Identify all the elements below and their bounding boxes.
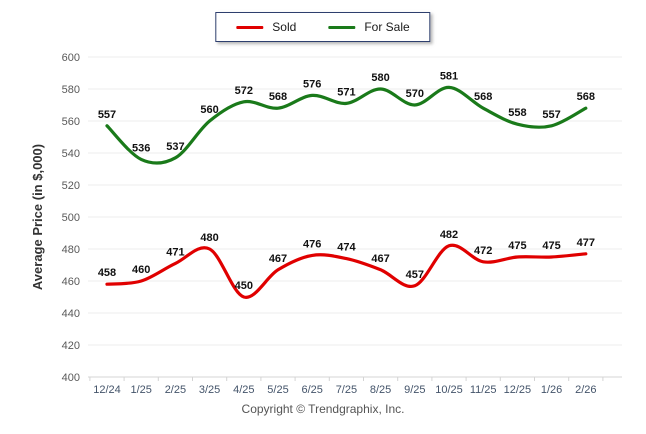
y-tick-label: 540 — [62, 148, 80, 160]
data-label-for-sale: 537 — [166, 141, 184, 153]
series-line-for-sale — [105, 85, 588, 165]
x-tick-label: 12/24 — [93, 384, 121, 396]
x-tick-label: 2/25 — [165, 384, 186, 396]
x-tick-label: 1/25 — [130, 384, 151, 396]
y-tick-label: 440 — [62, 308, 80, 320]
y-tick-label: 400 — [62, 372, 80, 384]
plot-area: 400 420 440 460 480 500 520 540 560 580 600 12/24 1/… — [62, 52, 622, 396]
sold-legend-swatch — [236, 25, 264, 29]
y-tick-label: 520 — [62, 180, 80, 192]
x-tick-label: 8/25 — [370, 384, 391, 396]
data-label-sold: 467 — [371, 253, 389, 265]
x-tick-label: 10/25 — [435, 384, 463, 396]
data-label-for-sale: 571 — [337, 86, 355, 98]
data-label-sold: 477 — [577, 237, 595, 249]
data-label-sold: 472 — [474, 245, 492, 257]
y-tick-label: 460 — [62, 276, 80, 288]
y-tick-label: 420 — [62, 340, 80, 352]
x-tick-label: 1/26 — [541, 384, 562, 396]
data-label-sold: 474 — [337, 242, 356, 254]
data-label-for-sale: 568 — [474, 91, 492, 103]
price-trend-chart: Average Price (in $,000) 400 420 440 460 480… — [30, 52, 622, 396]
data-label-for-sale: 558 — [508, 107, 526, 119]
x-tick-label: 2/26 — [575, 384, 596, 396]
data-label-sold: 475 — [542, 240, 560, 252]
data-label-for-sale: 572 — [235, 85, 253, 97]
data-label-for-sale: 557 — [542, 109, 560, 121]
for-sale-legend-label: For Sale — [364, 20, 410, 34]
data-label-sold: 457 — [406, 269, 424, 281]
y-axis-title: Average Price (in $,000) — [30, 144, 45, 290]
x-tick-label: 5/25 — [267, 384, 288, 396]
x-tick-label: 11/25 — [470, 384, 497, 396]
data-label-sold: 475 — [508, 240, 526, 252]
y-tick-label: 500 — [62, 212, 80, 224]
data-label-sold: 467 — [269, 253, 287, 265]
data-label-sold: 480 — [200, 232, 218, 244]
data-label-sold: 482 — [440, 229, 458, 241]
legend: Sold For Sale — [215, 12, 431, 42]
x-tick-label: 9/25 — [404, 384, 425, 396]
for-sale-legend-swatch — [328, 25, 356, 29]
data-label-for-sale: 570 — [406, 88, 424, 100]
x-tick-label: 7/25 — [336, 384, 357, 396]
data-label-sold: 471 — [166, 246, 184, 258]
y-tick-label: 560 — [62, 116, 80, 128]
x-tick-label: 6/25 — [301, 384, 322, 396]
data-label-sold: 460 — [132, 264, 150, 276]
data-label-for-sale: 576 — [303, 78, 321, 90]
data-label-for-sale: 568 — [269, 91, 287, 103]
data-label-sold: 476 — [303, 238, 321, 250]
data-label-for-sale: 568 — [577, 91, 595, 103]
data-label-for-sale: 560 — [200, 104, 218, 116]
y-tick-label: 480 — [62, 244, 80, 256]
x-tick-label: 12/25 — [504, 384, 532, 396]
copyright: Copyright © Trendgraphix, Inc. — [241, 402, 405, 416]
x-tick-label: 4/25 — [233, 384, 254, 396]
data-label-for-sale: 557 — [98, 109, 116, 121]
data-label-sold: 458 — [98, 267, 116, 279]
x-tick-label: 3/25 — [199, 384, 220, 396]
data-label-for-sale: 580 — [371, 72, 389, 84]
y-tick-label: 580 — [62, 84, 80, 96]
sold-legend-label: Sold — [272, 20, 297, 34]
series-line-sold — [105, 243, 588, 299]
data-label-sold: 450 — [235, 280, 253, 292]
data-label-for-sale: 536 — [132, 142, 150, 154]
y-tick-label: 600 — [62, 52, 80, 64]
data-label-for-sale: 581 — [440, 70, 458, 82]
